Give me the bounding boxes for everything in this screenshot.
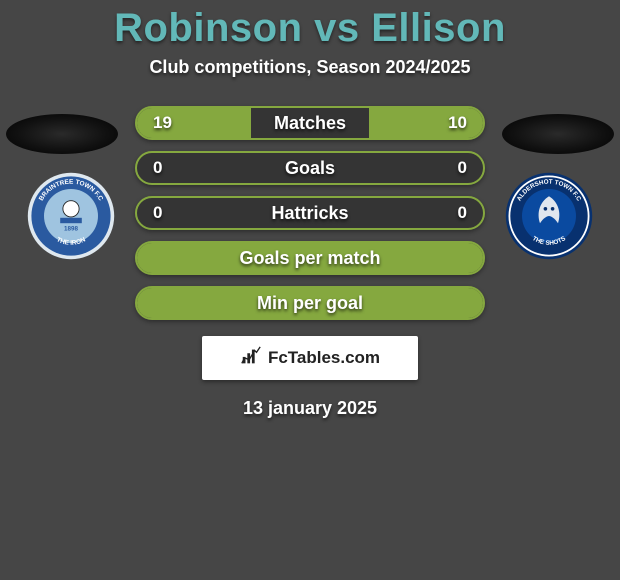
row-label: Goals per match [239, 248, 380, 269]
row-value-left: 0 [153, 158, 162, 178]
comparison-row: Goals per match [135, 241, 485, 275]
row-label: Hattricks [271, 203, 348, 224]
club-crest-right: ALDERSHOT TOWN F.C THE SHOTS [504, 171, 594, 261]
page-title: Robinson vs Ellison [0, 6, 620, 51]
infographic-root: Robinson vs Ellison Club competitions, S… [0, 0, 620, 419]
row-label: Matches [274, 113, 346, 134]
crest-left-year: 1898 [64, 225, 79, 232]
row-label: Min per goal [257, 293, 363, 314]
player-left-silhouette [6, 114, 118, 154]
row-value-left: 0 [153, 203, 162, 223]
row-label: Goals [285, 158, 335, 179]
comparison-row: 0 0 Goals [135, 151, 485, 185]
comparison-row: 0 0 Hattricks [135, 196, 485, 230]
arena: BRAINTREE TOWN F.C THE IRON 1898 ALDERSH… [0, 106, 620, 320]
row-value-right: 10 [448, 113, 467, 133]
row-value-right: 0 [458, 158, 467, 178]
club-crest-left: BRAINTREE TOWN F.C THE IRON 1898 [26, 171, 116, 261]
row-value-left: 19 [153, 113, 172, 133]
infographic-date: 13 january 2025 [0, 398, 620, 419]
page-subtitle: Club competitions, Season 2024/2025 [0, 57, 620, 78]
chart-icon [240, 345, 262, 372]
player-right-silhouette [502, 114, 614, 154]
brand-text: FcTables.com [268, 348, 380, 368]
row-value-right: 0 [458, 203, 467, 223]
comparison-row: Min per goal [135, 286, 485, 320]
comparison-rows: 19 10 Matches 0 0 Goals 0 0 Hattricks Goals per m… [135, 106, 485, 320]
brand-badge: FcTables.com [202, 336, 418, 380]
comparison-row: 19 10 Matches [135, 106, 485, 140]
